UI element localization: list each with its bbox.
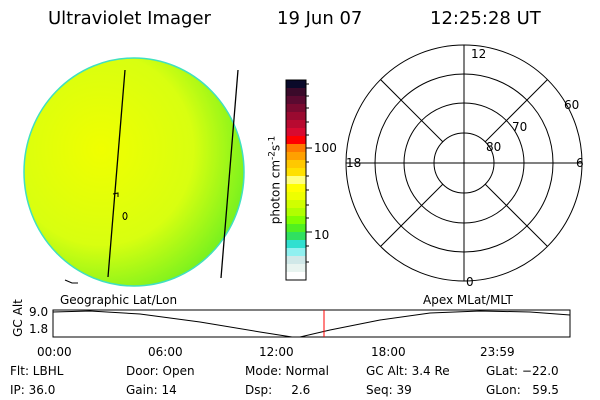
colorbar-band	[286, 144, 306, 153]
colorbar-band	[286, 264, 306, 273]
colorbar-band	[286, 160, 306, 169]
colorbar-band	[286, 96, 306, 105]
colorbar-band	[286, 152, 306, 161]
colorbar-band	[286, 112, 306, 121]
colorbar-band	[286, 208, 306, 217]
polar-label-70: 70	[512, 120, 528, 134]
x-tick: 06:00	[148, 345, 183, 359]
polar-label-80: 80	[486, 140, 502, 154]
coast-mark	[64, 279, 78, 284]
filter: Flt: LBHL	[10, 364, 64, 378]
y-tick: 1.8	[29, 322, 49, 336]
colorbar-band	[286, 232, 306, 241]
instrument-title: Ultraviolet Imager	[48, 8, 211, 29]
polar-label-18: 18	[346, 156, 362, 170]
colorbar-tick-100: 100	[314, 141, 337, 155]
polar-grid	[345, 44, 583, 282]
polar-label-60: 60	[564, 98, 580, 112]
gc-alt-curve	[52, 310, 571, 338]
colorbar-band	[286, 88, 306, 97]
seq: Seq: 39	[366, 383, 412, 397]
colorbar-band	[286, 80, 306, 89]
colorbar-label: photon cm-2s-1	[267, 135, 283, 225]
grid-line	[220, 69, 239, 279]
colorbar-band	[286, 104, 306, 113]
x-tick: 12:00	[259, 345, 294, 359]
ip: IP: 36.0	[10, 383, 56, 397]
colorbar-band	[286, 128, 306, 137]
apex-label: Apex MLat/MLT	[423, 293, 513, 307]
coast-mark	[122, 212, 128, 220]
colorbar-band	[286, 272, 306, 281]
gc-alt: GC Alt: 3.4 Re	[366, 364, 450, 378]
polar-label-6: 6	[576, 156, 584, 170]
colorbar-band	[286, 176, 306, 185]
x-tick: 18:00	[371, 345, 406, 359]
time: 12:25:28 UT	[430, 8, 541, 29]
colorbar-tick-10: 10	[314, 228, 330, 242]
mode: Mode: Normal	[245, 364, 329, 378]
grid-line	[107, 69, 126, 278]
polar-label-0: 0	[466, 275, 474, 289]
x-tick: 23:59	[480, 345, 515, 359]
glon: GLon: 59.5	[486, 383, 559, 397]
colorbar-band	[286, 240, 306, 249]
y-tick: 9.0	[29, 305, 49, 319]
colorbar-band	[286, 120, 306, 129]
colorbar-band	[286, 224, 306, 233]
colorbar-band	[286, 192, 306, 201]
colorbar-band	[286, 256, 306, 265]
colorbar-band	[286, 248, 306, 257]
door: Door: Open	[126, 364, 195, 378]
colorbar	[286, 80, 306, 281]
timeline-box	[52, 309, 571, 338]
date: 19 Jun 07	[277, 8, 363, 29]
glat: GLat: −22.0	[486, 364, 559, 378]
colorbar-band	[286, 184, 306, 193]
coast-mark	[112, 192, 119, 197]
colorbar-band	[286, 216, 306, 225]
x-tick: 00:00	[37, 345, 72, 359]
colorbar-band	[286, 168, 306, 177]
dsp: Dsp: 2.6	[245, 383, 311, 397]
geographic-label: Geographic Lat/Lon	[60, 293, 178, 307]
colorbar-band	[286, 136, 306, 145]
gain: Gain: 14	[126, 383, 177, 397]
gc-alt-axis-label: GC Alt	[11, 299, 25, 337]
earth-image-disk	[23, 57, 245, 287]
colorbar-band	[286, 200, 306, 209]
polar-label-12: 12	[471, 47, 487, 61]
